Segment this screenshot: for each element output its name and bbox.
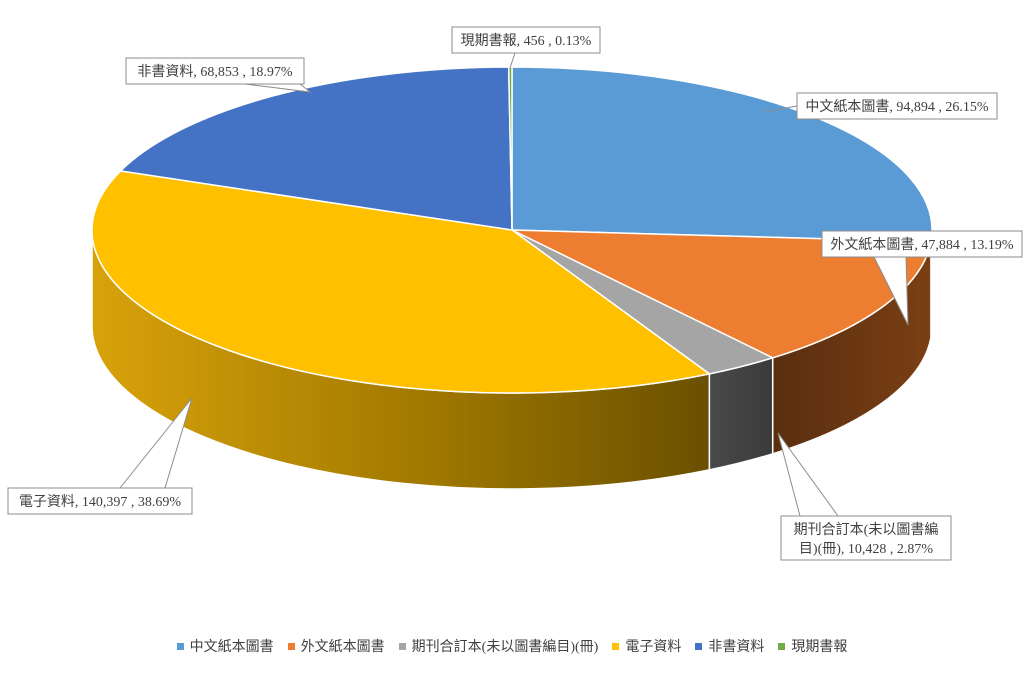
legend-swatch-1 (287, 643, 295, 651)
data-label-1: 外文紙本圖書, 47,884 , 13.19% (830, 237, 1013, 253)
data-label-box-2 (780, 515, 952, 561)
data-label-box-5 (451, 26, 601, 54)
legend-swatch-2 (398, 643, 406, 651)
data-label-3: 電子資料, 140,397 , 38.69% (19, 494, 181, 510)
legend-label-2: 期刊合訂本(未以圖書編目)(冊) (411, 640, 599, 655)
legend-item-2: 期刊合訂本(未以圖書編目)(冊) (398, 636, 599, 656)
data-label-box-1 (821, 230, 1023, 258)
data-label-2-line-1: 目)(冊), 10,428 , 2.87% (799, 542, 933, 557)
data-label-4: 非書資料, 68,853 , 18.97% (137, 64, 292, 80)
data-label-box-4 (125, 57, 305, 85)
pie-slice-4 (118, 66, 513, 231)
legend: 中文紙本圖書 外文紙本圖書 期刊合訂本(未以圖書編目)(冊) 電子資料 非書資料 現期書報 (0, 636, 1024, 656)
legend-label-0: 中文紙本圖書 (189, 640, 274, 655)
legend-label-3: 電子資料 (625, 640, 682, 655)
legend-label-5: 現期書報 (791, 640, 848, 655)
callout-leader-0 (764, 105, 798, 113)
legend-swatch-0 (176, 643, 184, 651)
legend-label-1: 外文紙本圖書 (300, 640, 385, 655)
data-label-2-line-0: 期刊合訂本(未以圖書編 (794, 522, 939, 538)
legend-item-3: 電子資料 (612, 636, 681, 656)
legend-item-1: 外文紙本圖書 (287, 636, 385, 656)
callout-leader-5 (509, 52, 516, 69)
legend-label-4: 非書資料 (708, 640, 765, 655)
data-label-0: 中文紙本圖書, 94,894 , 26.15% (805, 99, 988, 115)
legend-swatch-5 (778, 643, 786, 651)
data-label-box-3 (7, 487, 193, 515)
legend-item-5: 現期書報 (778, 636, 847, 656)
pie-slice-3 (91, 170, 712, 394)
callout-leader-4 (244, 83, 312, 93)
legend-item-0: 中文紙本圖書 (176, 636, 274, 656)
data-label-box-0 (796, 92, 998, 120)
legend-item-4: 非書資料 (695, 636, 764, 656)
legend-swatch-3 (612, 643, 620, 651)
callout-leader-2 (777, 432, 839, 517)
data-label-5: 現期書報, 456 , 0.13% (461, 33, 592, 49)
legend-swatch-4 (695, 643, 703, 651)
pie-side-2 (708, 356, 774, 471)
